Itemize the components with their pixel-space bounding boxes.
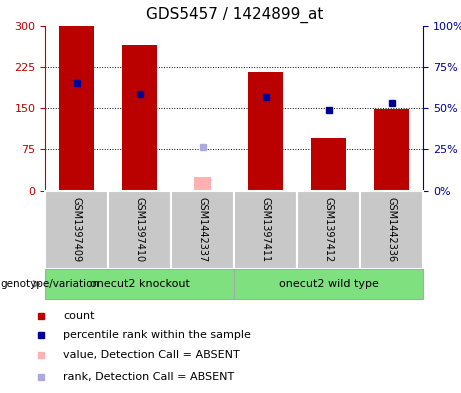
Bar — [45, 269, 234, 299]
Text: count: count — [63, 310, 95, 321]
Text: rank, Detection Call = ABSENT: rank, Detection Call = ABSENT — [63, 372, 235, 382]
Bar — [234, 269, 423, 299]
Title: GDS5457 / 1424899_at: GDS5457 / 1424899_at — [146, 7, 323, 23]
Text: GSM1442336: GSM1442336 — [387, 197, 397, 263]
Bar — [248, 72, 283, 191]
Bar — [194, 177, 211, 191]
Bar — [171, 191, 234, 269]
Text: GSM1397411: GSM1397411 — [260, 197, 271, 263]
Text: onecut2 knockout: onecut2 knockout — [90, 279, 189, 289]
Text: genotype/variation: genotype/variation — [0, 279, 99, 289]
Text: GSM1397410: GSM1397410 — [135, 197, 145, 263]
Bar — [59, 26, 94, 191]
Bar — [122, 45, 157, 191]
Bar — [311, 138, 346, 191]
Bar — [45, 191, 108, 269]
Bar — [374, 109, 409, 191]
Bar — [108, 191, 171, 269]
Text: GSM1397412: GSM1397412 — [324, 197, 334, 263]
Bar — [297, 191, 360, 269]
Text: GSM1442337: GSM1442337 — [198, 197, 208, 263]
Text: GSM1397409: GSM1397409 — [71, 197, 82, 263]
Text: percentile rank within the sample: percentile rank within the sample — [63, 331, 251, 340]
Text: onecut2 wild type: onecut2 wild type — [279, 279, 378, 289]
Text: value, Detection Call = ABSENT: value, Detection Call = ABSENT — [63, 350, 240, 360]
Bar — [360, 191, 423, 269]
Bar — [234, 191, 297, 269]
